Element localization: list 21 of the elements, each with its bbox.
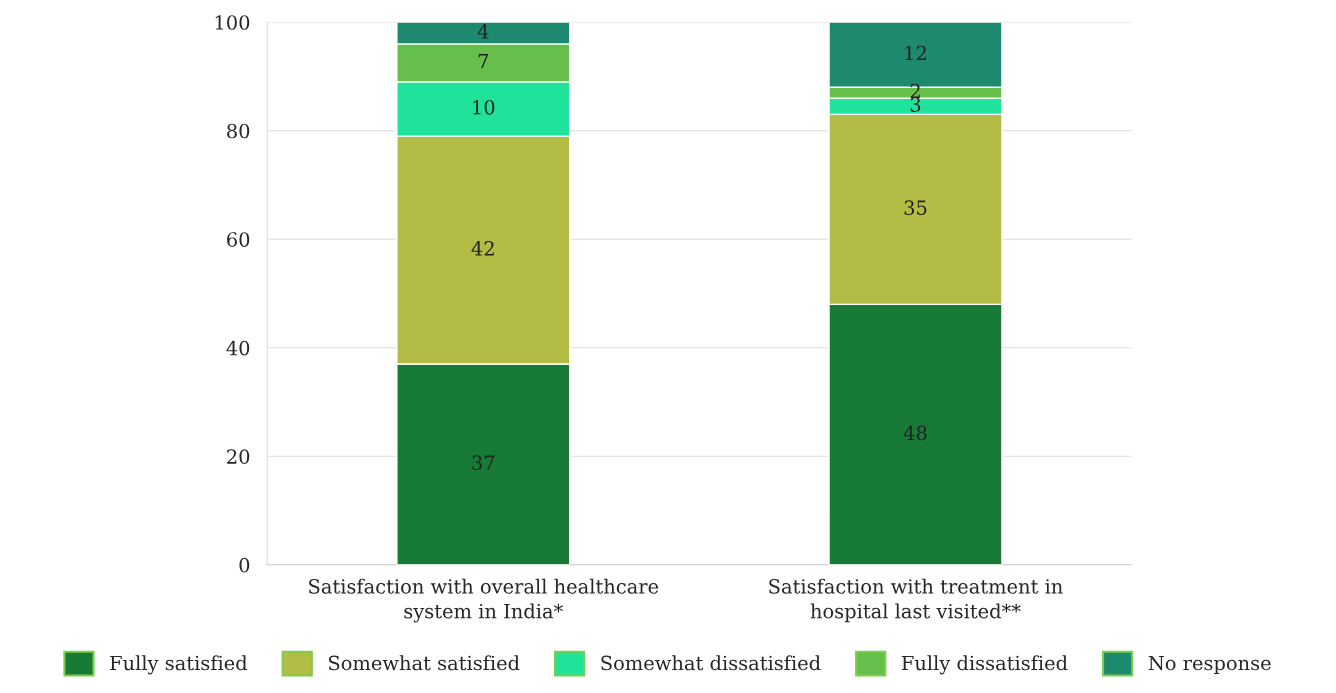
legend-label: Fully satisfied: [110, 655, 248, 675]
legend-label: Fully dissatisfied: [901, 655, 1068, 675]
y-tick-label: 80: [227, 123, 250, 139]
y-tick-label: 100: [215, 15, 250, 30]
x-tick-label: Satisfaction with treatment in hospital last visited**: [769, 578, 1063, 623]
data-label: 42: [471, 241, 494, 256]
y-tick-label: 20: [227, 449, 250, 464]
data-label: 10: [473, 99, 495, 115]
y-tick-label: 0: [239, 557, 250, 573]
y-tick-label: 60: [227, 232, 250, 247]
data-label: 35: [904, 200, 927, 216]
data-label: 37: [472, 455, 495, 471]
data-label: 12: [905, 45, 926, 61]
y-tick-label: 40: [226, 340, 250, 356]
data-label: 4: [477, 23, 489, 39]
x-tick-label: Satisfaction with overall healthcare system in India*: [309, 578, 659, 623]
data-label: 48: [903, 425, 927, 441]
legend-label: Somewhat dissatisfied: [601, 655, 821, 671]
legend-label: Somewhat satisfied: [329, 655, 520, 671]
data-label: 7: [478, 54, 489, 69]
legend-label: No response: [1148, 655, 1271, 675]
